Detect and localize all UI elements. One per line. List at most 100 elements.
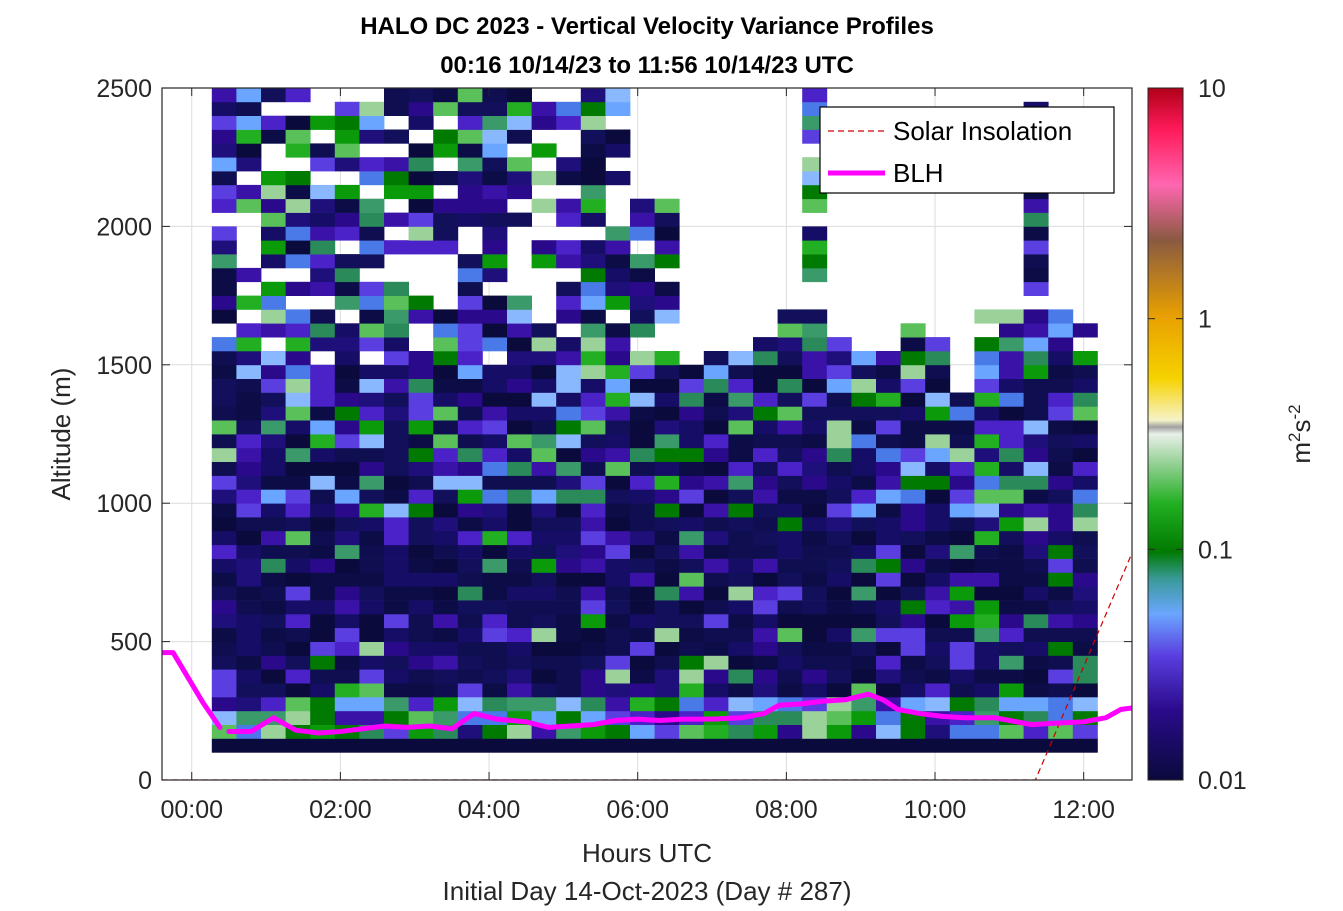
heatmap-cell-986 bbox=[802, 240, 828, 255]
heatmap-cell-667 bbox=[580, 364, 606, 379]
x-axis-label: Hours UTC bbox=[582, 838, 712, 868]
heatmap-cell-1085 bbox=[900, 724, 926, 739]
heatmap-cell-1262 bbox=[1023, 351, 1049, 366]
heatmap-cell-171 bbox=[285, 129, 311, 144]
heatmap-cell-280 bbox=[359, 461, 385, 476]
heatmap-cell-213 bbox=[310, 157, 336, 172]
x-tick-label-4: 08:00 bbox=[755, 796, 818, 824]
heatmap-cell-841 bbox=[703, 613, 729, 629]
heatmap-cell-825 bbox=[679, 447, 705, 462]
heatmap-cell-30 bbox=[211, 309, 237, 324]
heatmap-cell-960 bbox=[802, 627, 828, 642]
heatmap-cell-1035 bbox=[851, 613, 877, 629]
heatmap-cell-73 bbox=[236, 364, 262, 379]
heatmap-cell-974 bbox=[802, 434, 828, 449]
heatmap-cell-1107 bbox=[900, 420, 926, 435]
heatmap-cell-156 bbox=[285, 378, 311, 393]
heatmap-cell-617 bbox=[556, 489, 582, 504]
heatmap-cell-640 bbox=[580, 738, 606, 753]
heatmap-cell-1065 bbox=[876, 600, 901, 615]
heatmap-cell-695 bbox=[605, 627, 631, 642]
plot-frame bbox=[161, 87, 1133, 781]
heatmap-cell-716 bbox=[605, 337, 631, 352]
y-tick-label-1: 500 bbox=[110, 629, 152, 657]
heatmap-cell-678 bbox=[580, 198, 606, 213]
heatmap-cell-772 bbox=[654, 669, 680, 684]
heatmap-cell-1199 bbox=[974, 351, 1000, 366]
heatmap-cell-1010 bbox=[826, 544, 852, 559]
heatmap-cell-161 bbox=[285, 309, 311, 324]
heatmap-cell-1290 bbox=[1048, 600, 1074, 615]
heatmap-cell-738 bbox=[630, 613, 655, 629]
heatmap-cell-1339 bbox=[1072, 364, 1098, 379]
heatmap-cell-988 bbox=[802, 198, 828, 213]
heatmap-cell-337 bbox=[384, 240, 409, 255]
heatmap-cell-507 bbox=[482, 254, 508, 269]
heatmap-cell-675 bbox=[580, 254, 606, 269]
heatmap-cell-1125 bbox=[925, 600, 951, 615]
heatmap-cell-540 bbox=[507, 461, 532, 476]
heatmap-cell-408 bbox=[433, 447, 459, 462]
heatmap-cell-94 bbox=[261, 641, 286, 656]
heatmap-cell-319 bbox=[384, 517, 409, 532]
heatmap-cell-1045 bbox=[851, 475, 877, 490]
heatmap-cell-1331 bbox=[1072, 475, 1098, 490]
heatmap-cell-413 bbox=[433, 378, 459, 393]
heatmap-cell-804 bbox=[679, 738, 705, 753]
heatmap-cell-35 bbox=[211, 240, 237, 255]
heatmap-cell-391 bbox=[433, 683, 459, 698]
heatmap-cell-501 bbox=[482, 364, 508, 379]
heatmap-cell-98 bbox=[261, 586, 286, 601]
heatmap-cell-929 bbox=[777, 613, 803, 629]
heatmap-cell-500 bbox=[482, 378, 508, 393]
heatmap-cell-995 bbox=[802, 88, 828, 103]
heatmap-cell-983 bbox=[802, 309, 828, 324]
heatmap-cell-355 bbox=[408, 600, 434, 615]
heatmap-cell-110 bbox=[261, 420, 286, 435]
heatmap-cell-1340 bbox=[1072, 351, 1098, 366]
heatmap-cell-1320 bbox=[1072, 627, 1098, 642]
heatmap-cell-1008 bbox=[826, 572, 852, 587]
heatmap-cell-1316 bbox=[1072, 683, 1098, 698]
colorbar-tick-label-0: 0.01 bbox=[1198, 767, 1247, 795]
heatmap-cell-206 bbox=[310, 267, 336, 283]
heatmap-cell-205 bbox=[310, 281, 336, 296]
heatmap-cell-843 bbox=[703, 586, 729, 601]
heatmap-cell-212 bbox=[310, 184, 336, 200]
heatmap-cell-404 bbox=[433, 503, 459, 518]
heatmap-cell-749 bbox=[630, 461, 655, 476]
heatmap-cell-314 bbox=[384, 586, 409, 601]
heatmap-cell-839 bbox=[703, 641, 729, 656]
heatmap-cell-1187 bbox=[974, 517, 1000, 532]
heatmap-cell-331 bbox=[384, 351, 409, 366]
heatmap-cell-582 bbox=[531, 447, 557, 462]
heatmap-cell-606 bbox=[556, 641, 582, 656]
heatmap-cell-668 bbox=[580, 351, 606, 366]
heatmap-cell-371 bbox=[408, 378, 434, 393]
heatmap-cell-674 bbox=[580, 267, 606, 283]
heatmap-cell-919 bbox=[753, 337, 778, 352]
heatmap-cell-263 bbox=[359, 697, 385, 712]
heatmap-cell-21 bbox=[211, 447, 237, 462]
heatmap-cell-383 bbox=[408, 143, 434, 158]
heatmap-cell-170 bbox=[285, 143, 311, 158]
heatmap-cell-484 bbox=[482, 600, 508, 615]
heatmap-cell-1027 bbox=[851, 724, 877, 739]
heatmap-cell-99 bbox=[261, 572, 286, 587]
heatmap-cell-657 bbox=[580, 503, 606, 518]
heatmap-cell-634 bbox=[556, 212, 582, 227]
heatmap-cell-1018 bbox=[826, 434, 852, 449]
heatmap-cell-183 bbox=[310, 613, 336, 629]
heatmap-cell-1228 bbox=[999, 378, 1024, 393]
heatmap-cell-1127 bbox=[925, 572, 951, 587]
heatmap-cell-115 bbox=[261, 351, 286, 366]
heatmap-cell-296 bbox=[359, 212, 385, 227]
heatmap-cell-927 bbox=[777, 641, 803, 656]
heatmap-cell-1333 bbox=[1072, 447, 1098, 462]
heatmap-cell-1091 bbox=[900, 641, 926, 656]
heatmap-cell-662 bbox=[580, 434, 606, 449]
heatmap-cell-821 bbox=[679, 503, 705, 518]
heatmap-cell-83 bbox=[236, 129, 262, 144]
heatmap-cell-604 bbox=[556, 669, 582, 684]
heatmap-cell-67 bbox=[236, 447, 262, 462]
